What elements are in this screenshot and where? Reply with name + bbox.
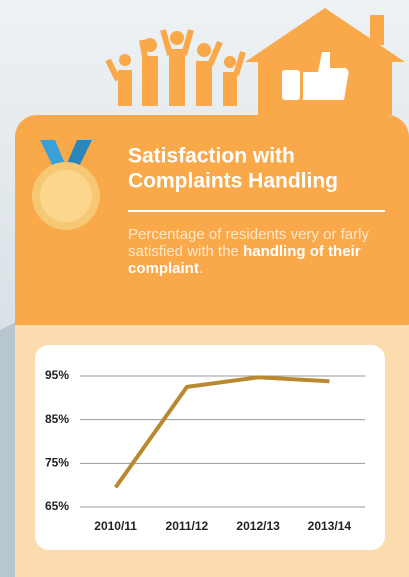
title-line: Complaints Handling <box>128 170 338 193</box>
y-tick-label: 75% <box>45 456 69 470</box>
y-tick-label: 65% <box>45 499 69 513</box>
data-line <box>113 375 330 489</box>
house-icon <box>245 8 405 115</box>
y-tick-label: 85% <box>45 412 69 426</box>
x-tick-label: 2013/14 <box>308 519 352 533</box>
x-tick-label: 2011/12 <box>166 519 209 533</box>
title-line: Satisfaction with <box>128 145 295 168</box>
subtitle-bold: handling of their complaint <box>128 243 361 277</box>
subtitle-text: . <box>198 260 204 277</box>
chart-card <box>35 345 385 550</box>
subtitle-text: Percentage of residents very or farly sa… <box>128 226 369 260</box>
subtitle: Percentage of residents very or farly sa… <box>128 226 393 277</box>
y-tick-label: 95% <box>45 368 69 382</box>
x-tick-label: 2010/11 <box>94 519 137 533</box>
people-icon <box>105 29 246 106</box>
medal-icon <box>32 140 100 230</box>
x-tick-label: 2012/13 <box>236 519 280 533</box>
title-panel <box>15 115 409 345</box>
